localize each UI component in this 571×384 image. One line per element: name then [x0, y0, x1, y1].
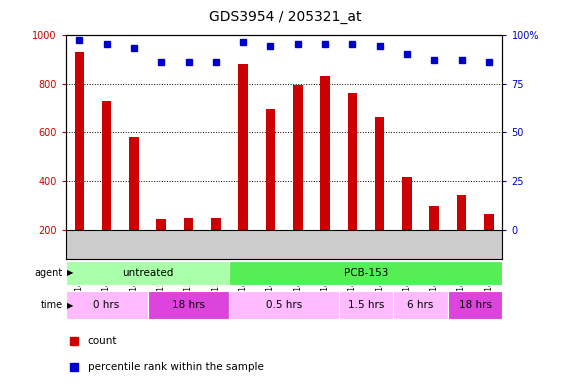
Bar [393, 291, 448, 319]
Bar [375, 117, 384, 230]
Bar [293, 85, 303, 230]
Bar [102, 101, 111, 230]
Bar [66, 260, 230, 285]
Text: time: time [41, 300, 63, 310]
Bar [230, 291, 339, 319]
Bar [429, 206, 439, 230]
Bar [339, 291, 393, 319]
Text: 1.5 hrs: 1.5 hrs [348, 300, 384, 310]
Bar [211, 218, 220, 230]
Bar [147, 291, 230, 319]
Bar [266, 109, 275, 230]
Bar [457, 195, 467, 230]
Text: ▶: ▶ [67, 268, 73, 277]
Bar [75, 52, 84, 230]
Text: 0 hrs: 0 hrs [94, 300, 120, 310]
Text: PCB-153: PCB-153 [344, 268, 388, 278]
Text: count: count [87, 336, 117, 346]
Text: 6 hrs: 6 hrs [407, 300, 434, 310]
Bar [402, 177, 412, 230]
Text: GDS3954 / 205321_at: GDS3954 / 205321_at [209, 10, 362, 24]
Text: percentile rank within the sample: percentile rank within the sample [87, 362, 263, 372]
Text: ▶: ▶ [67, 301, 73, 310]
Bar [348, 93, 357, 230]
Text: 0.5 hrs: 0.5 hrs [266, 300, 302, 310]
Bar [484, 214, 493, 230]
Text: agent: agent [35, 268, 63, 278]
Text: 18 hrs: 18 hrs [459, 300, 492, 310]
Bar [230, 260, 502, 285]
Bar [320, 76, 330, 230]
Bar [156, 218, 166, 230]
Bar [184, 218, 194, 230]
Bar [129, 137, 139, 230]
Bar [448, 291, 502, 319]
Text: untreated: untreated [122, 268, 173, 278]
Bar [66, 291, 147, 319]
Text: 18 hrs: 18 hrs [172, 300, 205, 310]
Bar [238, 64, 248, 230]
